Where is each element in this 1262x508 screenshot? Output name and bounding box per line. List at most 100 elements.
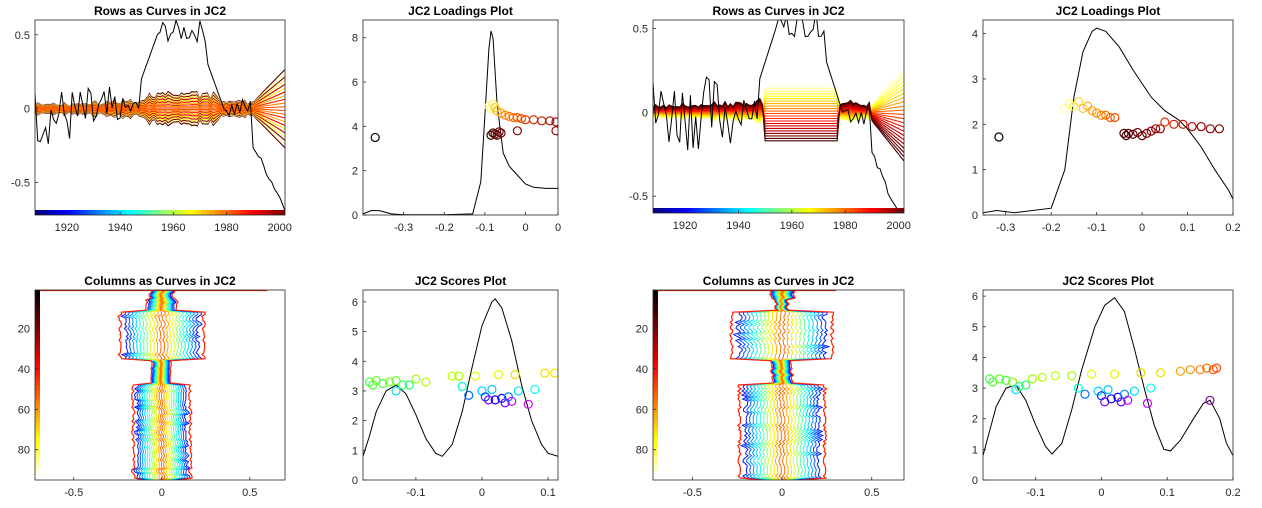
colorbar-cell	[745, 208, 750, 213]
reference-curve	[653, 20, 901, 213]
data-point	[493, 370, 504, 380]
row-curve	[653, 105, 904, 115]
colorbar-cell	[711, 208, 717, 213]
colorbar-cell	[35, 394, 40, 400]
x-tick-label: 0	[555, 222, 561, 234]
colorbar-cell	[35, 356, 40, 362]
data-point	[516, 114, 527, 124]
row-curve	[653, 97, 904, 162]
colorbar-cell	[653, 380, 658, 386]
axes-box	[982, 19, 1234, 216]
chart-title: JC2 Scores Plot	[415, 274, 506, 288]
x-tick-label: 0.1	[540, 487, 555, 499]
colorbar-cell	[260, 210, 265, 215]
x-tick-label: -0.5	[683, 487, 702, 499]
colorbar-cell	[135, 210, 140, 215]
y-tick-label: 40	[18, 364, 30, 376]
colorbar-cell	[653, 294, 658, 300]
data-point	[513, 386, 523, 396]
row-curve	[653, 105, 904, 137]
colorbar-cell	[35, 418, 40, 424]
data-point	[1106, 394, 1116, 404]
colorbar-cell	[811, 208, 817, 213]
column-curve	[782, 290, 804, 480]
y-tick-label: 5	[972, 322, 978, 334]
data-point	[1146, 383, 1156, 393]
colorbar-cell	[765, 208, 771, 213]
y-tick-label: 3	[352, 386, 358, 398]
data-point	[365, 377, 375, 387]
chart-title: Columns as Curves in JC2	[84, 274, 236, 288]
data-point	[494, 127, 504, 137]
x-tick-label: 1920	[673, 220, 697, 232]
column-curve	[157, 290, 164, 480]
x-tick-label: -0.5	[64, 487, 83, 499]
colorbar-cell	[193, 210, 198, 215]
colorbar-cell	[247, 210, 253, 215]
data-point	[496, 128, 506, 138]
colorbar-cell	[35, 380, 40, 386]
colorbar-cell	[653, 337, 658, 343]
data-point	[398, 380, 408, 390]
colorbar-cell	[749, 208, 754, 213]
axes-box	[652, 289, 905, 481]
y-tick-label: 20	[18, 323, 30, 335]
colorbar-cell	[35, 304, 40, 310]
x-tick-label: 2000	[886, 220, 910, 232]
x-tick-label: 1980	[214, 222, 238, 234]
row-curve	[653, 107, 904, 128]
colorbar-cell	[653, 456, 658, 462]
subplot-6: JC2 Scores Plot -0.1 0 0.1 0 1 2 3 4 5 6	[352, 274, 559, 499]
colorbar-cell	[899, 208, 904, 213]
data-point	[1155, 124, 1165, 134]
colorbar-cell	[857, 208, 863, 213]
y-tick-label: 0.5	[633, 23, 648, 35]
axes-box	[362, 289, 559, 481]
x-tick-label: 0.5	[242, 487, 257, 499]
data-point	[1121, 131, 1131, 141]
colorbar-cell	[653, 375, 658, 381]
colorbar-cell	[85, 210, 90, 215]
colorbar-cell	[653, 299, 658, 305]
colorbar-cell	[264, 210, 269, 215]
data-point	[1202, 363, 1212, 373]
data-point	[370, 132, 380, 143]
colorbar-cell	[185, 210, 190, 215]
colorbar-cell	[770, 208, 775, 213]
data-point	[404, 380, 414, 390]
column-curve	[741, 290, 781, 480]
colorbar-cell	[218, 210, 223, 215]
colorbar-cell	[268, 210, 273, 215]
colorbar-cell	[653, 470, 658, 476]
data-point	[1116, 397, 1126, 407]
row-curve	[35, 65, 285, 106]
colorbar-cell	[35, 408, 40, 414]
colorbar-cell	[35, 351, 40, 357]
data-point	[1205, 395, 1215, 405]
colorbar-cell	[887, 208, 892, 213]
data-point	[378, 378, 388, 389]
colorbar-cell	[841, 208, 846, 213]
colorbar-cell	[653, 451, 658, 457]
data-point	[470, 371, 480, 381]
axes-box	[34, 19, 286, 216]
data-point	[537, 116, 547, 126]
colorbar-cell	[176, 210, 182, 215]
colorbar-cell	[35, 375, 40, 381]
colorbar-cell	[164, 210, 169, 215]
colorbar-cell	[824, 208, 830, 213]
colorbar-cell	[35, 461, 40, 467]
data-point	[1137, 131, 1147, 141]
column-curve	[161, 290, 174, 480]
colorbar-cell	[205, 210, 211, 215]
data-point	[1132, 127, 1143, 138]
subplot-2: JC2 Loadings Plot -0.3 -0.2 -0.1 0 0 0 2 4 6 8	[352, 4, 561, 234]
colorbar-cell	[280, 210, 285, 215]
colorbar-cell	[778, 208, 784, 213]
x-tick-label: -0.1	[1087, 222, 1106, 234]
data-point	[391, 375, 401, 386]
row-curve	[653, 100, 904, 153]
colorbar-cell	[35, 413, 40, 419]
colorbar-cell	[214, 210, 219, 215]
